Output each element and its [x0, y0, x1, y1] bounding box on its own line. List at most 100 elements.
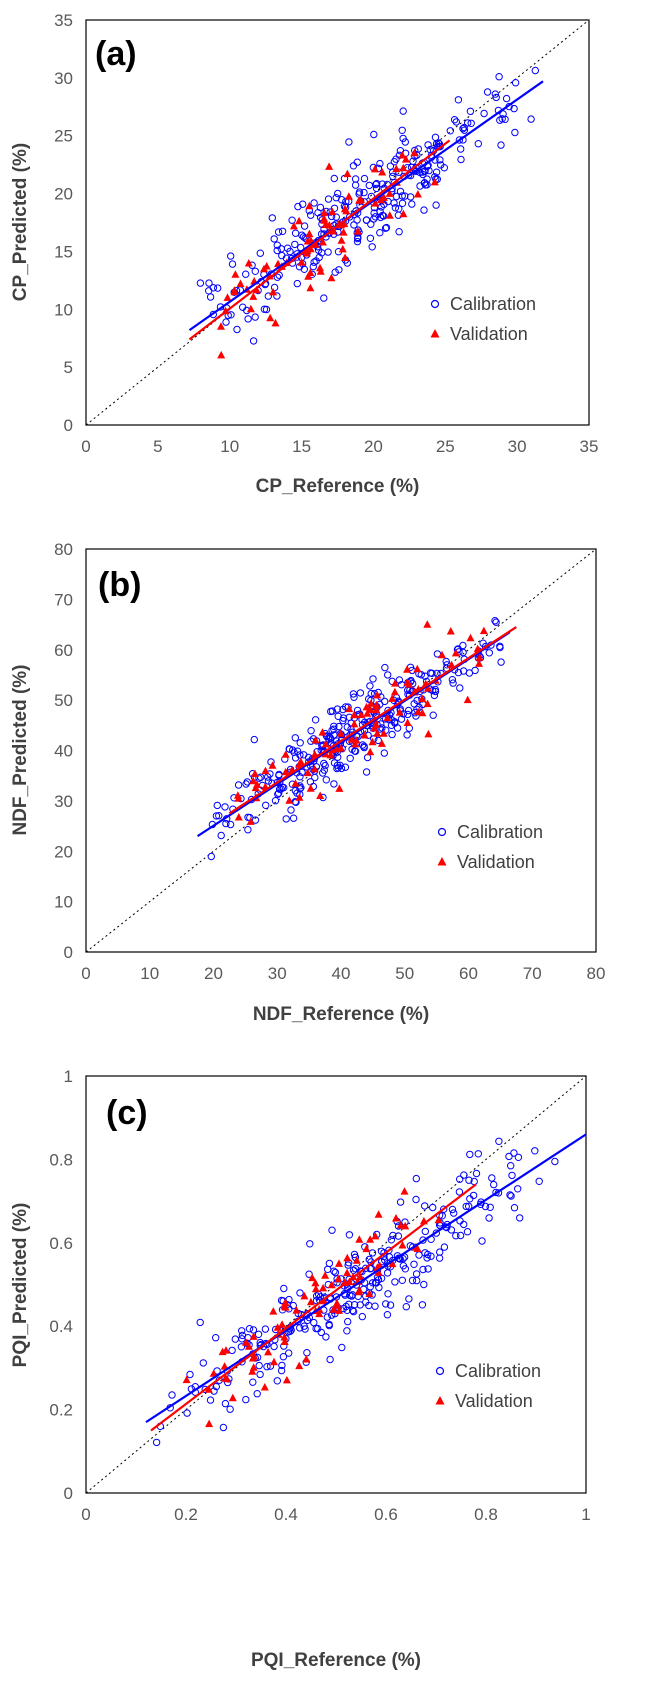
calibration-point — [386, 162, 395, 170]
calibration-point — [334, 189, 342, 198]
calibration-point — [389, 168, 397, 177]
calibration-point — [238, 1327, 246, 1335]
calibration-point — [349, 1306, 357, 1315]
validation-point — [466, 633, 475, 642]
calibration-point — [389, 1231, 397, 1240]
calibration-point — [399, 134, 407, 143]
calibration-point — [410, 1260, 418, 1269]
calibration-point — [291, 754, 300, 762]
validation-point — [410, 148, 419, 157]
x-axis-title: PQI_Reference (%) — [251, 1650, 421, 1671]
calibration-point — [331, 1268, 340, 1277]
calibration-point — [330, 174, 338, 183]
calibration-point — [373, 179, 381, 188]
x-tick-label: 15 — [292, 437, 311, 456]
validation-point — [306, 268, 315, 276]
calibration-point — [365, 1255, 373, 1264]
calibration-point — [249, 337, 258, 345]
y-tick-label: 0.4 — [49, 1317, 73, 1336]
calibration-point — [507, 1162, 515, 1170]
calibration-point — [450, 116, 459, 124]
calibration-point — [408, 200, 416, 208]
calibration-point — [274, 228, 283, 236]
panel-c: 0 0.2 0.4 0.6 0.8 1 0 0.2 0.4 0.6 0.8 1 PQI_Referenc… — [10, 1067, 591, 1671]
legend-validation-label: Validation — [455, 1391, 533, 1411]
calibration-point — [474, 1150, 482, 1158]
validation-point — [302, 249, 311, 257]
calibration-point — [510, 104, 518, 113]
validation-point — [244, 1342, 253, 1350]
calibration-point — [420, 206, 428, 214]
calibration-point — [457, 145, 465, 153]
calibration-point — [273, 292, 281, 300]
calibration-point — [496, 116, 504, 124]
x-tick-label: 80 — [587, 964, 606, 983]
calibration-point — [432, 201, 440, 209]
y-tick-label: 0 — [64, 416, 73, 435]
calibration-point — [481, 1202, 490, 1211]
validation-point — [244, 259, 253, 267]
calibration-point — [480, 109, 488, 118]
calibration-point — [346, 754, 354, 762]
calibration-point — [397, 715, 406, 723]
calibration-point — [251, 816, 260, 824]
validation-point — [319, 1283, 328, 1292]
validation-point — [475, 653, 484, 661]
validation-point — [253, 780, 261, 788]
validation-point — [223, 1374, 231, 1383]
calibration-point — [212, 812, 221, 820]
calibration-point — [456, 684, 464, 692]
validation-point — [217, 322, 225, 330]
validation-point — [418, 694, 427, 703]
calibration-point — [434, 139, 443, 147]
calibration-point — [212, 1382, 221, 1391]
calibration-point — [492, 93, 500, 102]
validation-point — [370, 724, 379, 732]
validation-point — [281, 1298, 290, 1306]
calibration-point — [460, 1171, 468, 1179]
calibration-point — [412, 1174, 420, 1183]
validation-point — [403, 718, 412, 726]
calibration-point — [349, 690, 358, 698]
calibration-point — [262, 801, 270, 809]
calibration-point — [207, 852, 216, 861]
validation-point — [371, 164, 379, 173]
calibration-point — [440, 164, 448, 172]
validation-point — [378, 168, 387, 176]
validation-point — [343, 1268, 352, 1277]
calibration-point — [294, 202, 302, 211]
calibration-point — [334, 712, 342, 720]
calibration-point — [376, 213, 385, 222]
calibration-point — [328, 707, 337, 715]
calibration-point — [454, 96, 463, 104]
calibration-point — [466, 107, 475, 116]
calibration-point — [209, 284, 218, 292]
validation-point — [365, 1289, 374, 1297]
calibration-point — [405, 1295, 413, 1303]
calibration-point — [215, 812, 223, 820]
y-axis-title: CP_Predicted (%) — [10, 143, 31, 301]
validation-point — [475, 659, 483, 667]
validation-point — [295, 793, 304, 801]
calibration-point — [510, 1204, 519, 1212]
validation-point — [372, 701, 381, 709]
validation-point — [401, 155, 410, 163]
calibration-point — [505, 1152, 513, 1161]
calibration-point — [226, 820, 235, 829]
calibration-point — [398, 1276, 406, 1285]
validation-point — [356, 195, 365, 203]
validation-point — [396, 1221, 405, 1229]
calibration-point — [382, 223, 391, 232]
calibration-point — [486, 1203, 494, 1212]
calibration-point — [456, 1231, 465, 1240]
calibration-point — [412, 167, 420, 176]
y-tick-label: 5 — [64, 358, 73, 377]
calibration-point — [330, 722, 338, 730]
calibration-point — [356, 1301, 364, 1309]
calibration-point — [244, 826, 252, 834]
calibration-point — [351, 181, 360, 189]
calibration-point — [402, 1303, 410, 1311]
calibration-point — [398, 192, 406, 200]
validation-point — [318, 238, 327, 246]
validation-point — [413, 664, 422, 673]
